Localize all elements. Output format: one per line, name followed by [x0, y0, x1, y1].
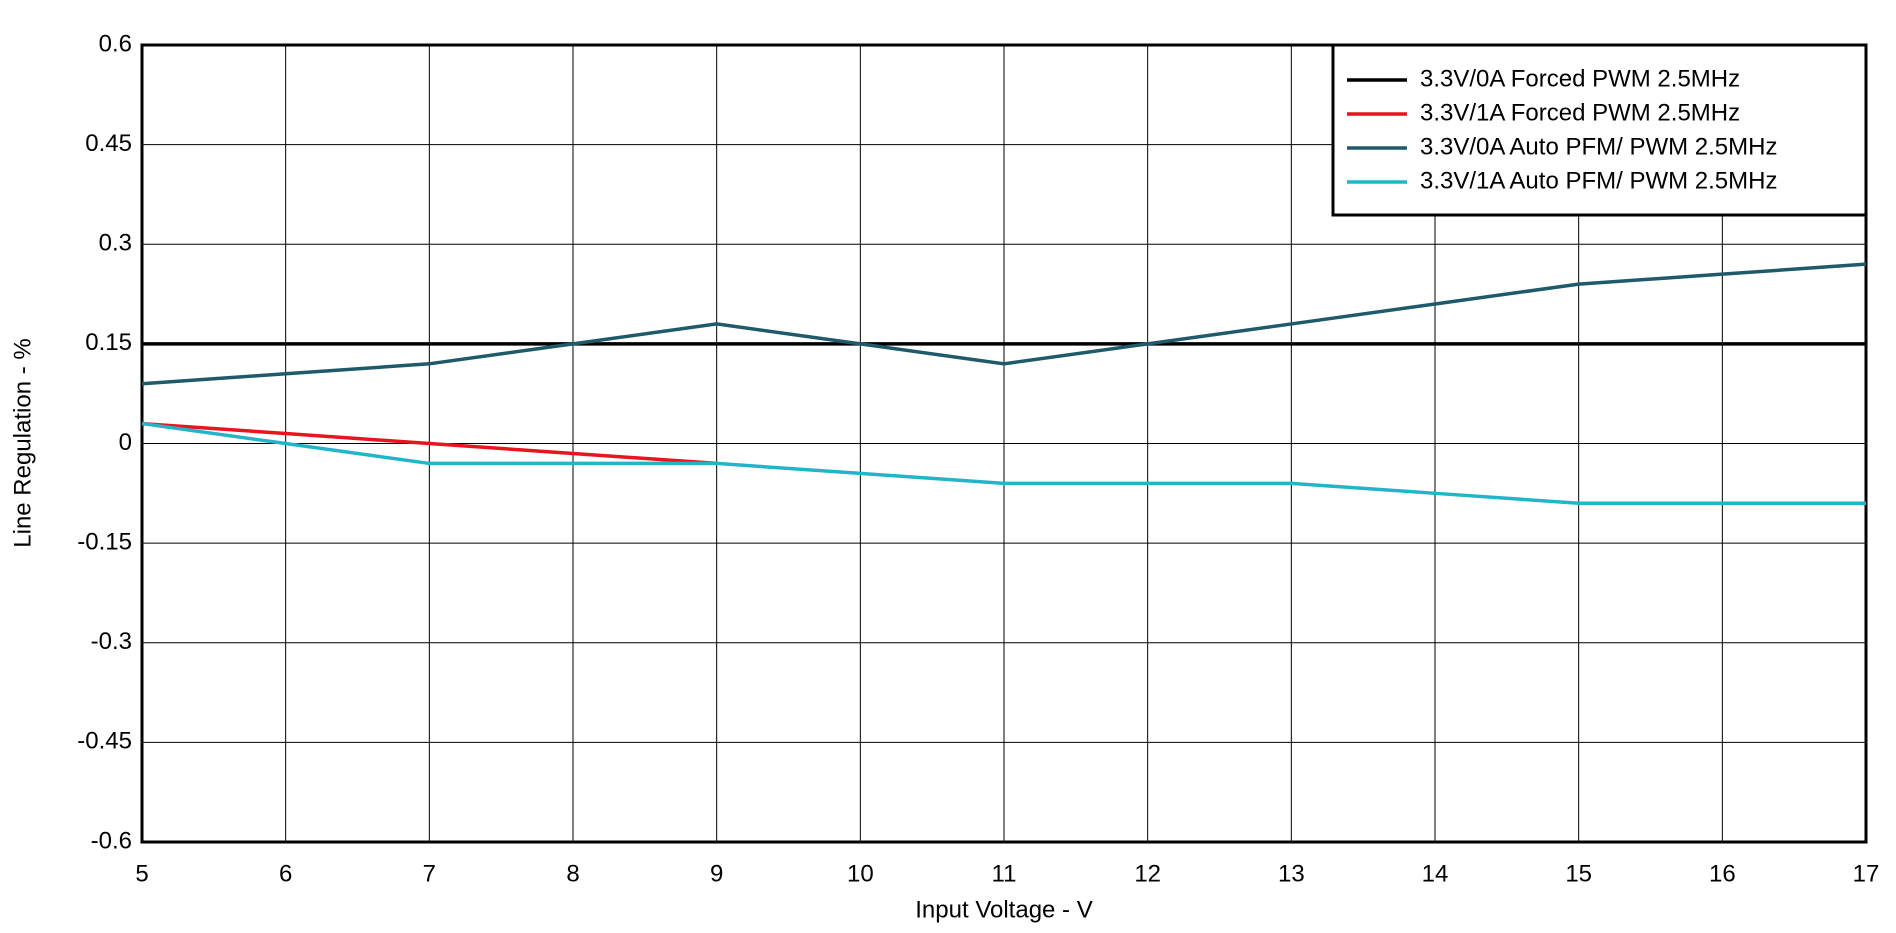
- x-tick-label: 13: [1278, 860, 1305, 887]
- y-axis-label: Line Regulation - %: [9, 338, 36, 547]
- x-tick-label: 12: [1134, 860, 1161, 887]
- x-tick-label: 7: [423, 860, 436, 887]
- legend-label: 3.3V/1A Auto PFM/ PWM 2.5MHz: [1420, 167, 1777, 194]
- y-tick-label: 0: [119, 429, 132, 456]
- y-tick-label: -0.3: [91, 628, 132, 655]
- x-tick-label: 5: [135, 860, 148, 887]
- y-tick-label: 0.15: [85, 329, 132, 356]
- legend-box: [1331, 43, 1868, 217]
- legend-label: 3.3V/0A Forced PWM 2.5MHz: [1420, 65, 1740, 92]
- x-tick-label: 11: [992, 860, 1017, 887]
- x-tick-label: 9: [710, 860, 723, 887]
- y-tick-label: -0.45: [77, 728, 132, 755]
- y-tick-label: 0.3: [99, 230, 132, 257]
- y-tick-label: 0.45: [85, 130, 132, 157]
- x-tick-label: 6: [279, 860, 292, 887]
- x-tick-label: 17: [1853, 860, 1880, 887]
- x-axis-label: Input Voltage - V: [915, 896, 1092, 923]
- plot-frame: [140, 43, 1868, 844]
- legend-label: 3.3V/0A Auto PFM/ PWM 2.5MHz: [1420, 133, 1777, 160]
- x-tick-label: 16: [1709, 860, 1736, 887]
- x-tick-label: 14: [1422, 860, 1449, 887]
- legend-label: 3.3V/1A Forced PWM 2.5MHz: [1420, 99, 1740, 126]
- y-tick-label: -0.15: [77, 528, 132, 555]
- y-tick-label: -0.6: [91, 827, 132, 854]
- series-line: [141, 262, 1867, 386]
- x-tick-label: 8: [566, 860, 579, 887]
- series-line: [141, 421, 717, 466]
- x-tick-label: 15: [1565, 860, 1592, 887]
- y-tick-label: 0.6: [99, 30, 132, 57]
- series-line: [141, 421, 1866, 506]
- x-tick-label: 10: [847, 860, 874, 887]
